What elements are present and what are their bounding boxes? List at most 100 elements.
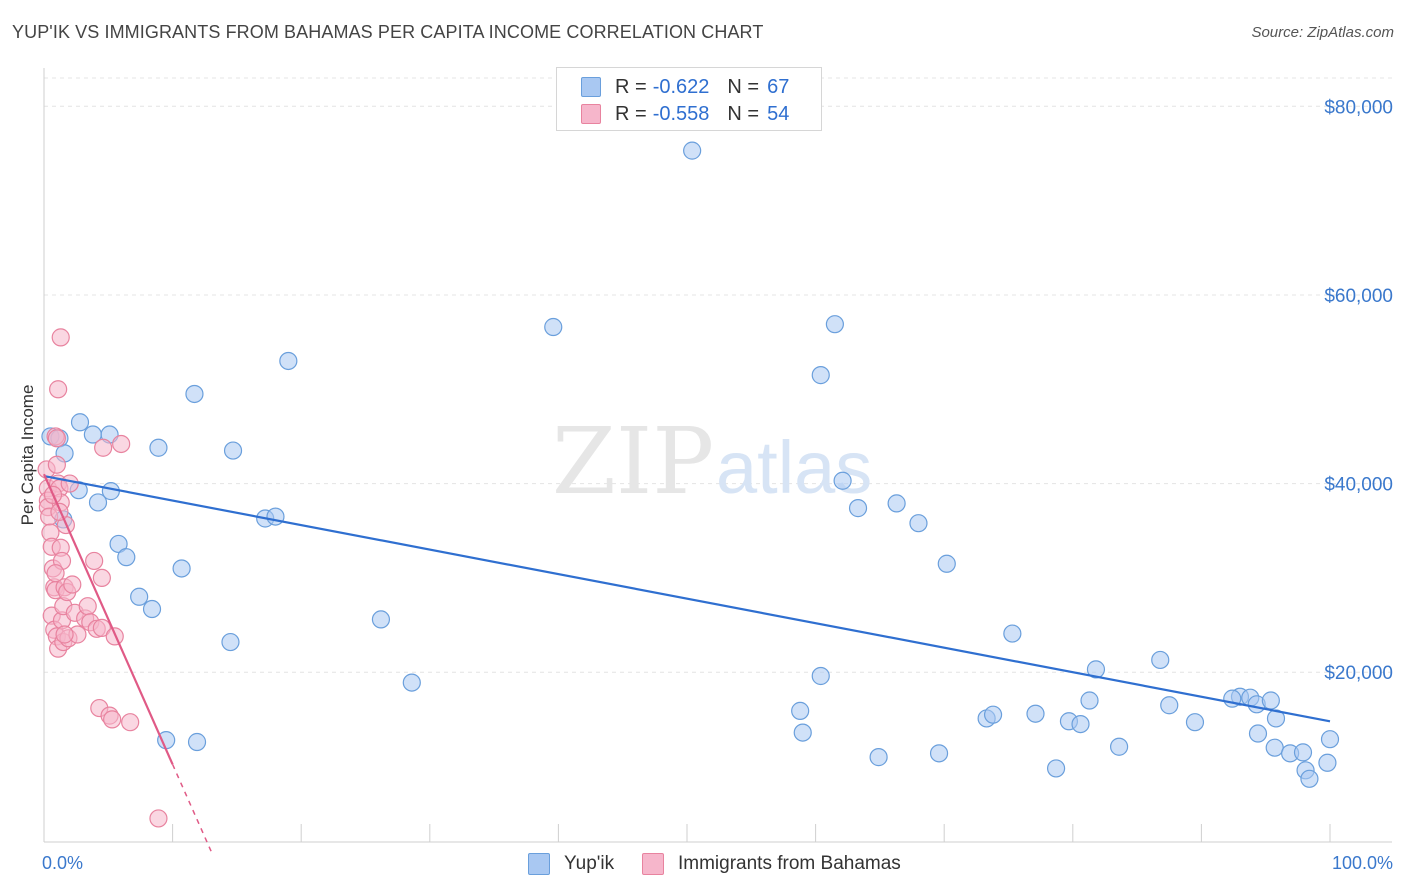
yupik-point [1026, 704, 1045, 723]
bahamas-point [94, 438, 113, 457]
yupik-swatch [581, 77, 601, 97]
yupik-point [1248, 724, 1268, 743]
yupik-point [221, 632, 240, 652]
bahamas-point [121, 713, 140, 732]
r-label: R = [615, 75, 647, 98]
yupik-point [172, 559, 191, 578]
trend-lines [42, 473, 1331, 852]
legend-item-yupik: Yup'ik [528, 851, 614, 877]
bahamas-swatch [581, 104, 601, 124]
r-label: R = [615, 102, 647, 125]
yupik-point [793, 723, 812, 742]
yupik-point [402, 673, 421, 692]
yupik-point [929, 744, 949, 763]
bahamas-point [149, 809, 168, 828]
bahamas-point [112, 434, 131, 454]
bahamas-point [63, 575, 82, 594]
source-label: Source: ZipAtlas.com [1251, 24, 1394, 41]
bahamas-point [78, 597, 97, 616]
yupik-point [279, 351, 298, 371]
yupik-point [869, 748, 888, 767]
y-tick-label: $40,000 [1324, 475, 1393, 496]
yupik-point [811, 666, 830, 686]
y-axis-label: Per Capita Income [18, 385, 37, 526]
yupik-trend-line [43, 474, 1331, 723]
yupik-point [848, 499, 868, 518]
yupik-point [117, 548, 136, 567]
n-label: N = [727, 75, 760, 98]
watermark: ZIP atlas [552, 408, 872, 515]
bahamas-trend-line [42, 473, 174, 765]
watermark-zip: ZIP [552, 408, 714, 515]
chart-title: YUP'IK VS IMMIGRANTS FROM BAHAMAS PER CA… [12, 22, 764, 42]
bahamas-point [85, 551, 104, 571]
bahamas-point [60, 474, 79, 493]
yupik-point [371, 610, 391, 629]
bahamas-point [92, 568, 111, 588]
yupik-point [142, 599, 162, 619]
n-value: 54 [767, 102, 790, 125]
bahamas-point [103, 710, 122, 729]
yupik-point [130, 587, 149, 606]
yupik-point [1300, 769, 1319, 788]
n-value: 67 [767, 75, 790, 98]
axis-labels: $20,000 $40,000 $60,000 $80,000 0.0% 100.0% Pe… [18, 97, 1393, 873]
yupik-point [983, 705, 1003, 724]
bahamas-legend-swatch [642, 853, 664, 875]
yupik-point [149, 438, 168, 457]
bahamas-point [92, 618, 111, 637]
watermark-atlas: atlas [716, 426, 872, 509]
yupik-point [1265, 738, 1284, 757]
yupik-point [833, 471, 852, 490]
x-tick-label: 100.0% [1332, 853, 1393, 873]
bahamas-point [55, 625, 74, 644]
bahamas-point [50, 502, 69, 521]
y-tick-label: $20,000 [1324, 663, 1393, 684]
yupik-point [1109, 737, 1129, 756]
yupik-point [683, 141, 702, 160]
yupik-point [1086, 660, 1106, 679]
yupik-point [544, 317, 563, 337]
y-tick-label: $80,000 [1324, 97, 1393, 118]
yupik-point [185, 384, 204, 404]
bahamas-point [51, 328, 70, 347]
yupik-point [887, 494, 906, 513]
bahamas-point [47, 429, 66, 448]
yupik-point [1003, 624, 1022, 643]
yupik-point [266, 507, 285, 526]
stats-legend: R = -0.622 N = 67 R = -0.558 N = 54 [556, 67, 822, 131]
yupik-point [70, 413, 90, 432]
yupik-point [909, 514, 928, 533]
y-tick-label: $60,000 [1324, 286, 1393, 307]
yupik-point [1160, 696, 1179, 715]
n-label: N = [727, 102, 760, 125]
r-value: -0.622 [652, 75, 710, 98]
yupik-point [1261, 691, 1280, 710]
yupik-point [937, 554, 956, 573]
x-tick-label: 0.0% [42, 853, 83, 873]
yupik-point [791, 701, 810, 720]
yupik-point [187, 732, 207, 752]
legend-label: Immigrants from Bahamas [678, 853, 901, 874]
yupik-point [1318, 753, 1337, 772]
yupik-point [1293, 743, 1313, 762]
stats-legend-row-yupik: R = -0.622 N = 67 [581, 73, 789, 101]
yupik-point [1046, 759, 1066, 778]
grid-lines [44, 77, 1392, 673]
r-value: -0.558 [652, 102, 710, 125]
axes [43, 68, 1392, 843]
yupik-point [223, 441, 243, 460]
bahamas-point [49, 380, 68, 399]
yupik-point [1071, 714, 1090, 734]
bahamas-point [46, 564, 65, 583]
yupik-point [88, 493, 108, 512]
bahamas-point [47, 455, 66, 474]
yupik-point [1080, 691, 1099, 710]
bahamas-trend-line-extension [171, 764, 212, 852]
yupik-point [1320, 730, 1340, 749]
yupik-legend-swatch [528, 853, 550, 875]
yupik-point [811, 366, 830, 385]
yupik-point [1185, 713, 1205, 732]
legend-label: Yup'ik [564, 853, 615, 874]
